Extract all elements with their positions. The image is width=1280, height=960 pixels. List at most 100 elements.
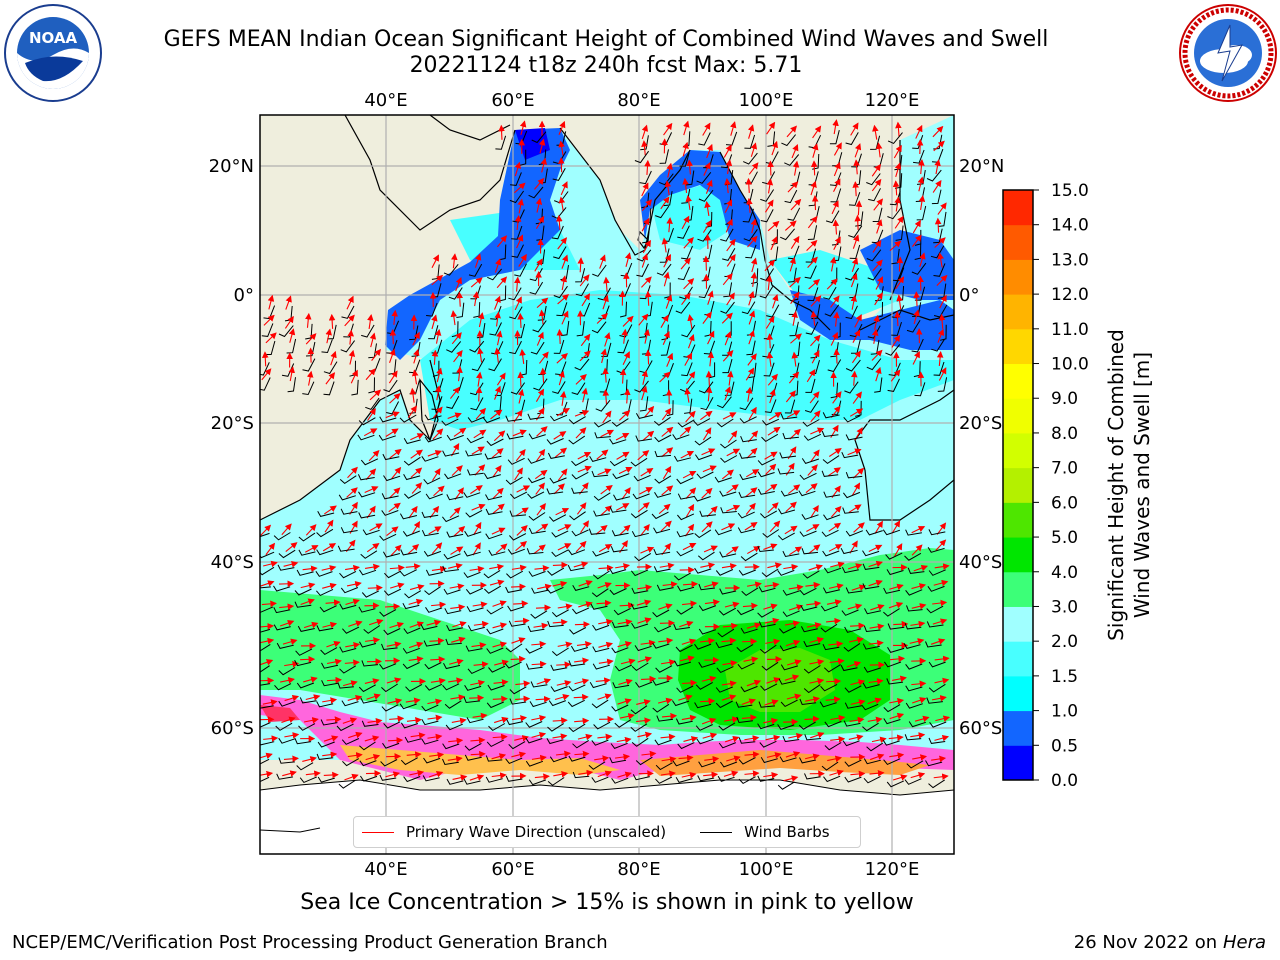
colorbar-tick-label: 11.0 [1051,320,1089,340]
wind-barb [467,416,485,423]
wave-direction-arrow [894,215,904,229]
wave-direction-arrow [536,297,549,309]
wave-direction-arrow [496,372,506,386]
wave-direction-arrow [703,545,718,553]
wind-barb [276,642,294,649]
wind-barb [827,359,842,373]
wind-barb [506,570,524,579]
wind-barb [885,552,903,560]
wind-barb [486,647,504,654]
wave-direction-arrow [686,371,696,384]
wind-barb [296,569,314,576]
wave-direction-arrow [409,387,417,403]
wave-direction-arrow [810,449,820,462]
wave-direction-arrow [573,561,589,568]
wind-barb [663,191,673,207]
colorbar-segment [1003,745,1033,781]
wave-and-wind-vectors [260,119,951,790]
wave-direction-arrow [644,159,651,175]
wave-direction-arrow [785,501,797,513]
wave-direction-arrow [748,329,755,345]
wind-barb [569,511,586,521]
wave-direction-arrow [666,352,674,367]
wave-direction-arrow [538,309,546,325]
wind-barb [904,623,922,630]
wave-direction-arrow [811,194,819,211]
wind-barb [510,172,522,186]
wind-barb [611,647,629,654]
wave-direction-arrow [745,386,753,402]
wind-barb [715,569,734,576]
wind-barb [804,265,817,279]
wave-direction-arrow [477,312,485,328]
wind-barb [758,586,776,593]
wind-barb [845,587,863,594]
wind-barb [640,135,649,151]
wave-direction-arrow [812,125,822,139]
wave-direction-arrow [367,313,374,329]
wave-direction-arrow [790,333,802,344]
wind-barb [634,552,652,562]
wave-direction-arrow [642,430,655,441]
wave-direction-arrow [642,239,651,254]
wind-barb [823,567,842,574]
wave-direction-arrow [702,465,717,473]
wave-direction-arrow [450,310,458,326]
wave-direction-arrow [830,331,838,346]
wave-direction-arrow [765,275,773,291]
wind-barb [551,609,569,618]
wave-direction-arrow [767,562,783,569]
wave-direction-arrow [893,620,909,628]
wave-direction-arrow [726,546,739,556]
wave-direction-arrow [911,603,927,610]
wind-barb [549,477,567,484]
wave-direction-arrow [539,351,549,364]
wave-direction-arrow [791,310,798,326]
wave-direction-arrow [469,565,485,573]
colorbar-tick-label: 9.0 [1051,389,1078,409]
wave-direction-arrow [721,523,736,531]
wind-barb [547,620,564,628]
wind-barb [825,210,840,224]
wind-barb [676,606,694,615]
wind-barb [862,563,880,570]
wind-barb [787,207,801,221]
wind-barb [927,585,945,592]
wave-direction-arrow [474,464,486,476]
wave-direction-arrow [492,465,502,478]
wave-direction-arrow [722,412,737,420]
wave-direction-arrow [494,347,501,363]
wind-barb [843,415,861,423]
wave-direction-arrow [431,314,438,330]
wind-barb [510,491,528,500]
wave-direction-arrow [595,524,608,535]
wave-direction-arrow [557,157,565,173]
wave-direction-arrow [512,429,527,437]
wave-direction-arrow [598,618,614,626]
wave-direction-arrow [806,369,816,383]
wind-barb [677,225,690,239]
wind-barb [378,434,396,441]
wave-direction-arrow [934,563,950,570]
wind-barb [528,186,544,199]
wave-direction-arrow [787,181,799,193]
wave-direction-arrow [581,387,588,403]
wave-direction-arrow [391,466,402,479]
wave-direction-arrow [516,524,528,536]
wave-direction-arrow [806,239,818,251]
wind-barb [302,381,315,396]
wind-barb [782,432,799,440]
wave-direction-arrow [561,310,569,325]
wave-direction-arrow [661,426,674,437]
wind-barb [425,607,443,613]
wave-direction-arrow [514,161,521,177]
wave-direction-arrow [260,623,275,630]
wave-direction-arrow [828,544,843,552]
wind-barb [484,453,502,460]
wave-direction-arrow [644,349,652,365]
wave-direction-arrow [434,328,442,344]
wave-direction-arrow [433,485,445,497]
wave-direction-arrow [913,309,920,325]
wave-direction-arrow [535,215,545,229]
wave-direction-arrow [431,349,439,365]
